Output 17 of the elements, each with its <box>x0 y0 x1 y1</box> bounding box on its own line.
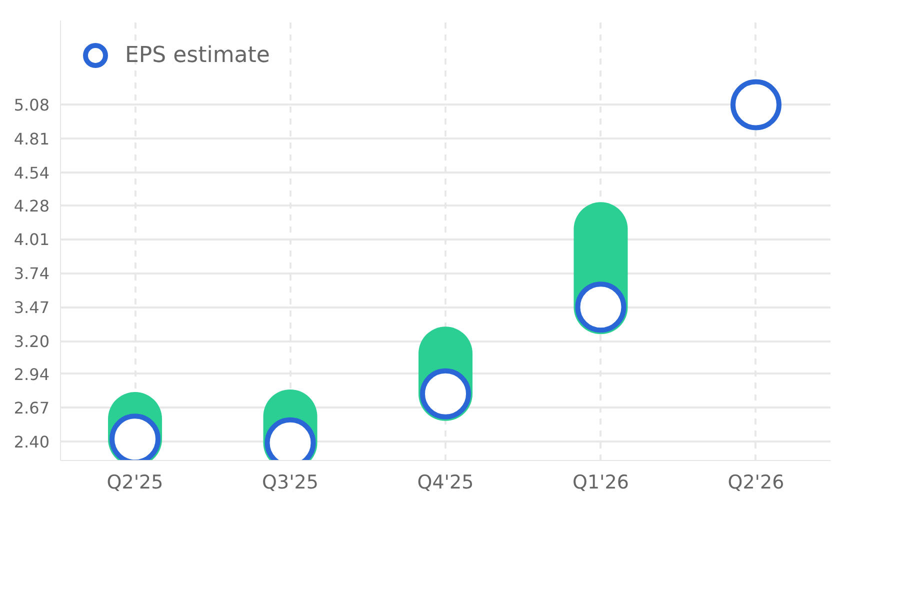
x-tick-label: Q3'25 <box>262 472 318 494</box>
x-tick-label: Q2'26 <box>728 472 784 494</box>
y-tick-label: 3.20 <box>14 332 50 352</box>
x-tick-label: Q4'25 <box>417 472 474 494</box>
y-tick-label: 4.54 <box>14 164 50 183</box>
x-tick-label: Q1'26 <box>572 472 629 494</box>
legend-label: EPS estimate <box>125 42 270 68</box>
y-tick-label: 3.74 <box>14 264 50 284</box>
y-tick-label: 4.01 <box>14 230 50 250</box>
y-tick-label: 2.67 <box>14 398 50 418</box>
y-tick-label: 4.28 <box>14 196 50 216</box>
y-tick-label: 2.40 <box>14 432 50 452</box>
y-tick-label: 3.47 <box>14 298 50 318</box>
x-tick-label: Q2'25 <box>106 472 164 494</box>
y-tick-label: 2.94 <box>14 364 50 384</box>
y-tick-label: 5.08 <box>14 96 50 115</box>
y-tick-label: 4.81 <box>14 130 50 149</box>
